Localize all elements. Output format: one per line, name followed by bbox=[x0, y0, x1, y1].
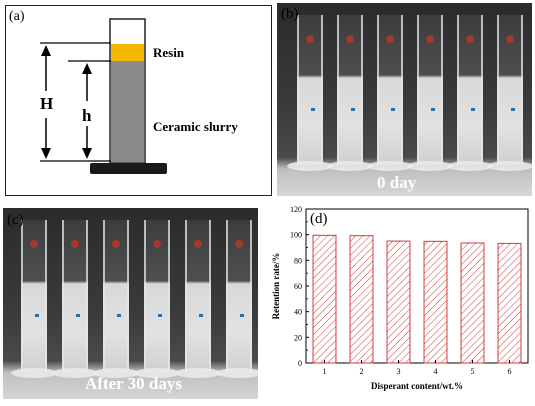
panel-d-label: (d) bbox=[310, 211, 328, 227]
x-tick-label: 5 bbox=[471, 367, 475, 376]
photo-after-30-days: (c) After 30 days bbox=[3, 208, 258, 399]
H-up-arrow bbox=[41, 45, 51, 56]
x-tick-label: 2 bbox=[360, 367, 364, 376]
base-plate bbox=[90, 163, 167, 174]
h-up-arrow bbox=[82, 63, 92, 74]
cylinder-base bbox=[11, 368, 57, 378]
panel-b-label: (b) bbox=[281, 6, 299, 22]
bar bbox=[312, 234, 337, 364]
bar bbox=[423, 240, 448, 364]
cylinder-logo bbox=[235, 240, 243, 248]
cylinder-logo bbox=[71, 240, 79, 248]
cylinder-logo bbox=[306, 35, 314, 43]
cylinder-marking bbox=[240, 314, 244, 318]
y-tick-label: 60 bbox=[294, 282, 302, 291]
h-label: h bbox=[82, 106, 92, 125]
cylinder-logo bbox=[346, 35, 354, 43]
bar bbox=[460, 242, 485, 364]
schematic-panel: (a) H h Resin Ceramic slurry bbox=[5, 5, 272, 196]
cylinder-logo bbox=[112, 240, 120, 248]
slurry-label: Ceramic slurry bbox=[153, 119, 238, 134]
cylinder-marking bbox=[431, 108, 435, 111]
y-tick-label: 100 bbox=[290, 231, 302, 240]
bar bbox=[349, 235, 374, 364]
photo-caption-0-day: 0 day bbox=[377, 173, 417, 192]
H-down-arrow bbox=[41, 148, 51, 159]
cylinder-marking bbox=[471, 108, 475, 111]
cylinder-marking bbox=[511, 108, 515, 111]
y-axis-label: Retention rate/% bbox=[271, 253, 281, 320]
h-down-arrow bbox=[82, 148, 92, 159]
schematic-drawing bbox=[40, 18, 167, 174]
y-tick-label: 20 bbox=[294, 333, 302, 342]
cylinder-base bbox=[175, 368, 221, 378]
graduated-cylinder bbox=[226, 220, 252, 372]
resin-layer bbox=[111, 44, 144, 61]
cylinder-logo bbox=[386, 35, 394, 43]
plot-frame bbox=[305, 208, 529, 364]
x-tick-label: 1 bbox=[323, 367, 327, 376]
cylinder-marking bbox=[35, 314, 39, 318]
y-tick-label: 120 bbox=[290, 205, 302, 214]
cylinder-base bbox=[134, 368, 180, 378]
cylinder-base bbox=[367, 161, 413, 171]
cylinder-logo bbox=[466, 35, 474, 43]
cylinder-base bbox=[216, 368, 258, 378]
cylinder-marking bbox=[199, 314, 203, 318]
cylinder-base bbox=[93, 368, 139, 378]
cylinder-marking bbox=[351, 108, 355, 111]
cylinder-base bbox=[327, 161, 373, 171]
cylinder-logo bbox=[30, 240, 38, 248]
x-tick-label: 4 bbox=[434, 367, 438, 376]
y-tick-label: 40 bbox=[294, 308, 302, 317]
x-tick-label: 6 bbox=[508, 367, 512, 376]
photo-caption-30-days: After 30 days bbox=[85, 374, 182, 393]
cylinder-base bbox=[407, 161, 453, 171]
cylinder-base bbox=[487, 161, 532, 171]
cylinder-marking bbox=[158, 314, 162, 318]
panel-c-label: (c) bbox=[7, 212, 24, 228]
x-axis-label: Disperant content/wt.% bbox=[371, 381, 463, 391]
cylinder-logo bbox=[506, 35, 514, 43]
retention-chart-panel: 0 20 40 60 80 100 120 1 2 3 4 5 6 Disperant content/w… bbox=[268, 203, 534, 401]
cylinder-marking bbox=[391, 108, 395, 111]
cylinder-logo bbox=[194, 240, 202, 248]
cylinder-marking bbox=[117, 314, 121, 318]
cylinder-base bbox=[447, 161, 493, 171]
y-tick-label: 0 bbox=[298, 359, 302, 368]
cylinder-marking bbox=[76, 314, 80, 318]
retention-bar-chart: 0 20 40 60 80 100 120 1 2 3 4 5 6 Disperant content/w… bbox=[271, 205, 529, 391]
x-tick-label: 3 bbox=[397, 367, 401, 376]
cylinder-logo bbox=[426, 35, 434, 43]
H-label: H bbox=[40, 94, 54, 113]
cylinder-marking bbox=[311, 108, 315, 111]
photo-0-day: (b) 0 day bbox=[277, 3, 532, 196]
cylinder-base bbox=[52, 368, 98, 378]
panel-a-label: (a) bbox=[9, 9, 25, 24]
bar bbox=[386, 240, 411, 364]
bar bbox=[497, 242, 522, 364]
graduated-cylinder bbox=[417, 15, 443, 165]
ceramic-slurry-layer bbox=[111, 61, 144, 162]
cylinder-logo bbox=[153, 240, 161, 248]
resin-label: Resin bbox=[153, 45, 185, 60]
cylinder-base bbox=[287, 161, 333, 171]
y-tick-label: 80 bbox=[294, 256, 302, 265]
